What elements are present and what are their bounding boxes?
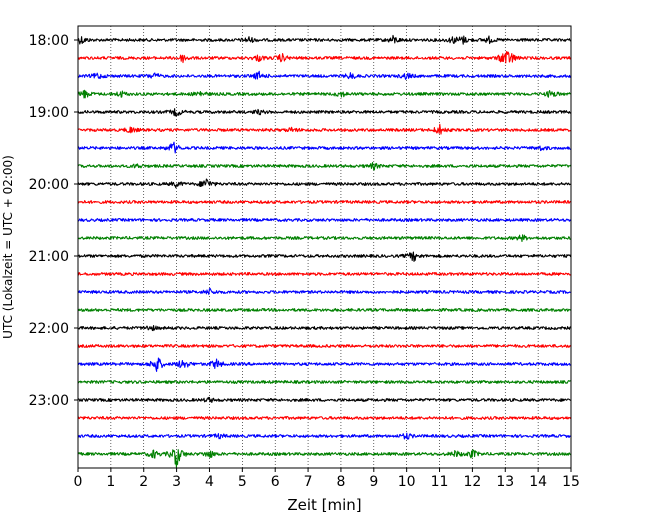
x-tick-label: 8: [336, 474, 345, 490]
x-tick-label: 4: [205, 474, 214, 490]
trace-line: [77, 200, 571, 204]
trace-line: [77, 141, 571, 154]
trace-line: [77, 308, 571, 312]
x-tick-label: 3: [172, 474, 181, 490]
trace-line: [77, 51, 572, 64]
y-tick-label: 21:00: [29, 249, 69, 265]
x-axis-ticks: 0 1 2 3 4 5 6 7 8 9 10 11 12 13 14 15: [74, 468, 580, 490]
y-axis-label: UTC (Lokalzeit = UTC + 02:00): [1, 155, 15, 339]
trace-line: [77, 287, 571, 295]
trace-line: [77, 108, 572, 117]
trace-line: [77, 34, 571, 45]
x-tick-label: 2: [139, 474, 148, 490]
trace-line: [77, 449, 571, 468]
x-tick-label: 14: [529, 474, 547, 490]
y-tick-label: 23:00: [29, 393, 69, 409]
trace-line: [77, 272, 571, 276]
trace-line: [77, 416, 572, 420]
y-tick-label: 22:00: [29, 321, 69, 337]
y-tick-label: 19:00: [29, 105, 69, 121]
trace-line: [78, 251, 572, 262]
trace-line: [77, 70, 572, 80]
x-axis-label: Zeit [min]: [287, 496, 361, 514]
x-tick-label: 6: [271, 474, 280, 490]
x-tick-label: 7: [304, 474, 313, 490]
trace-line: [77, 357, 571, 372]
y-axis-ticks: 18:00 19:00 20:00 21:00 22:00 23:00: [29, 33, 78, 409]
trace-line: [77, 432, 571, 440]
x-tick-label: 10: [398, 474, 416, 490]
trace-line: [77, 89, 571, 99]
trace-line: [77, 178, 571, 189]
x-tick-label: 13: [496, 474, 514, 490]
x-tick-label: 1: [106, 474, 115, 490]
seismic-traces: [77, 34, 572, 468]
trace-line: [77, 396, 571, 403]
trace-line: [77, 344, 572, 348]
plot-background: [78, 26, 571, 468]
y-tick-label: 20:00: [29, 177, 69, 193]
x-tick-label: 9: [369, 474, 378, 490]
trace-line: [78, 218, 572, 222]
y-tick-label: 18:00: [29, 33, 69, 49]
x-tick-label: 12: [463, 474, 481, 490]
trace-line: [77, 123, 571, 135]
trace-line: [77, 380, 571, 384]
plot-frame: [77, 25, 572, 469]
trace-line: [77, 162, 572, 171]
x-tick-label: 15: [562, 474, 580, 490]
trace-line: [77, 234, 571, 243]
x-tick-label: 0: [74, 474, 83, 490]
x-tick-label: 5: [238, 474, 247, 490]
trace-line: [77, 325, 571, 332]
x-tick-label: 11: [431, 474, 449, 490]
